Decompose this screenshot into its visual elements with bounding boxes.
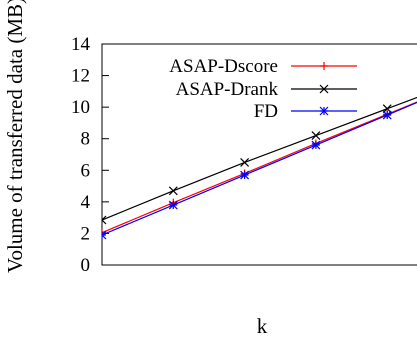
legend-label: FD bbox=[254, 101, 278, 122]
data-point bbox=[382, 110, 392, 120]
legend-marker bbox=[320, 62, 328, 70]
data-point bbox=[240, 157, 250, 167]
data-point bbox=[311, 140, 321, 150]
y-axis-label: Volume of transferred data (MB) bbox=[3, 0, 27, 273]
series-fd bbox=[102, 101, 417, 240]
data-point bbox=[240, 170, 250, 180]
series-line bbox=[102, 96, 417, 221]
plot-border bbox=[101, 43, 417, 266]
data-point bbox=[168, 186, 178, 196]
series-line bbox=[102, 101, 417, 234]
x-axis-label: k bbox=[257, 314, 268, 338]
legend-label: ASAP-Drank bbox=[176, 79, 279, 100]
y-tick-label: 6 bbox=[81, 160, 91, 181]
y-axis-ticks: 0 2 4 6 8 10 12 14 bbox=[71, 34, 109, 276]
data-point bbox=[102, 230, 107, 240]
data-point bbox=[102, 215, 107, 225]
data-point bbox=[168, 200, 178, 210]
y-tick-label: 2 bbox=[81, 223, 91, 244]
data-point bbox=[382, 104, 392, 114]
y-tick-label: 14 bbox=[71, 34, 91, 55]
legend-item: ASAP-Dscore bbox=[169, 56, 357, 77]
legend-item: ASAP-Drank bbox=[176, 79, 357, 100]
y-tick-label: 4 bbox=[81, 192, 91, 213]
series-line bbox=[102, 101, 417, 236]
legend-marker bbox=[319, 84, 329, 94]
legend-marker bbox=[319, 106, 329, 116]
y-tick-label: 12 bbox=[71, 66, 90, 87]
data-point bbox=[311, 131, 321, 140]
plot-frame bbox=[101, 43, 417, 266]
y-tick-label: 8 bbox=[81, 129, 91, 150]
y-tick-label: 0 bbox=[81, 255, 91, 276]
y-tick-label: 10 bbox=[71, 97, 90, 118]
series-asap-drank bbox=[102, 96, 417, 225]
legend-item: FD bbox=[254, 101, 357, 122]
series-layer bbox=[102, 96, 417, 240]
legend-label: ASAP-Dscore bbox=[169, 56, 278, 77]
